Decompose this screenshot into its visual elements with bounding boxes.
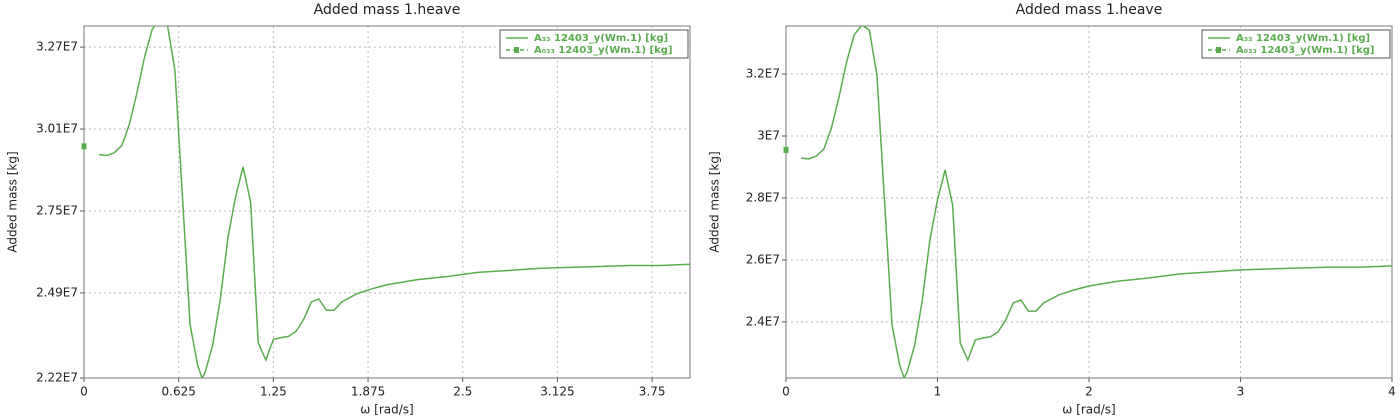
y-tick-label: 2.49E7 bbox=[36, 285, 78, 299]
x-axis-label: ω [rad/s] bbox=[1062, 403, 1115, 417]
x-tick-label: 0 bbox=[80, 385, 88, 399]
legend-box bbox=[499, 29, 689, 59]
plot-frame bbox=[83, 25, 691, 379]
y-axis-label: Added mass [kg] bbox=[708, 151, 722, 252]
legend-marker bbox=[1216, 47, 1221, 53]
chart-title: Added mass 1.heave bbox=[314, 2, 461, 18]
chart-panel: Added mass 1.heave ω [rad/s] Added mass [k… bbox=[6, 2, 691, 417]
y-tick-label: 2.22E7 bbox=[36, 371, 78, 385]
x-tick-label: 2 bbox=[1085, 385, 1093, 399]
chart-panel: Added mass 1.heave ω [rad/s] Added mass [k… bbox=[708, 2, 1396, 417]
data-line bbox=[801, 26, 1392, 378]
x-tick-label: 1.875 bbox=[351, 385, 385, 399]
x-tick-label: 3.125 bbox=[540, 385, 574, 399]
data-point bbox=[783, 146, 789, 153]
y-tick-label: 2.8E7 bbox=[746, 190, 780, 204]
x-tick-label: 4 bbox=[1388, 385, 1396, 399]
y-tick-label: 3.27E7 bbox=[36, 40, 78, 54]
x-tick-label: 1 bbox=[934, 385, 942, 399]
x-axis-label: ω [rad/s] bbox=[360, 403, 413, 417]
x-tick-label: 0.625 bbox=[162, 385, 196, 399]
x-tick-label: 3.75 bbox=[639, 385, 666, 399]
data-point bbox=[81, 143, 87, 150]
y-tick-label: 2.4E7 bbox=[746, 314, 780, 328]
legend-label: A₃₃ 12403_y(Wm.1) [kg] bbox=[534, 33, 668, 44]
x-tick-label: 2.5 bbox=[453, 385, 472, 399]
chart-title: Added mass 1.heave bbox=[1016, 2, 1163, 18]
y-tick-label: 3.01E7 bbox=[36, 122, 78, 136]
legend-label: A₀₃₃ 12403_y(Wm.1) [kg] bbox=[1236, 45, 1374, 56]
y-axis-label: Added mass [kg] bbox=[6, 151, 20, 252]
data-line bbox=[99, 26, 690, 378]
legend-label: A₃₃ 12403_y(Wm.1) [kg] bbox=[1236, 33, 1370, 44]
x-tick-label: 3 bbox=[1237, 385, 1245, 399]
x-tick-label: 1.25 bbox=[260, 385, 287, 399]
legend-marker bbox=[514, 47, 519, 53]
plot-frame bbox=[785, 25, 1393, 379]
y-tick-label: 2.6E7 bbox=[746, 252, 780, 266]
legend-label: A₀₃₃ 12403_y(Wm.1) [kg] bbox=[534, 45, 672, 56]
y-tick-label: 2.75E7 bbox=[36, 203, 78, 217]
legend-box bbox=[1201, 29, 1391, 59]
y-tick-label: 3.2E7 bbox=[746, 67, 780, 81]
x-tick-label: 0 bbox=[782, 385, 790, 399]
y-tick-label: 3E7 bbox=[757, 129, 780, 143]
